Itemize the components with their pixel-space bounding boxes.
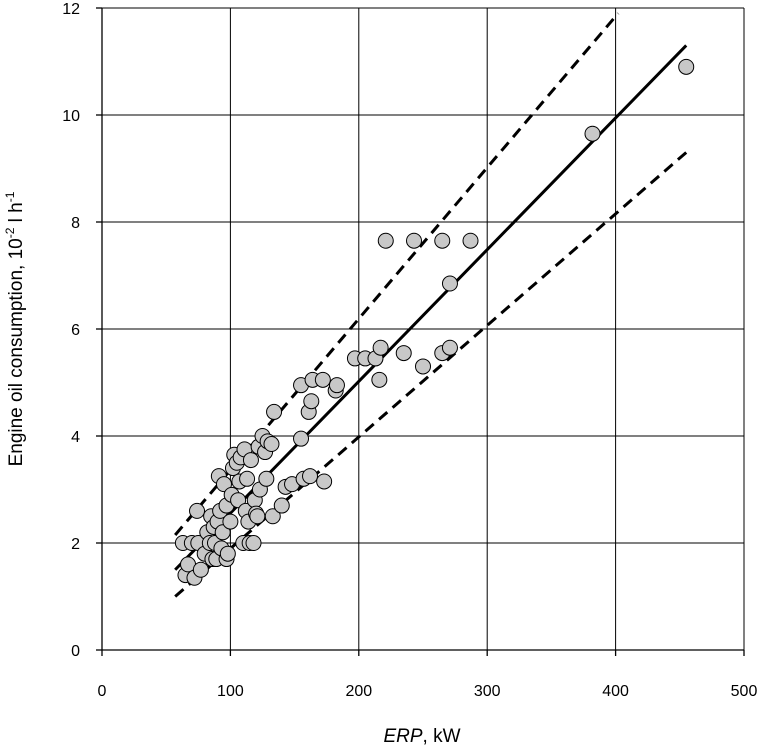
- y-axis-label-main: Engine oil consumption, 10: [6, 238, 27, 466]
- y-axis-label: Engine oil consumption, 10-2 l h-1: [3, 191, 27, 466]
- data-point: [263, 436, 280, 453]
- data-point: [441, 339, 458, 356]
- data-point: [219, 545, 236, 562]
- data-points: [174, 58, 695, 586]
- y-tick-label: 10: [62, 108, 80, 125]
- data-point: [316, 473, 333, 490]
- y-tick-label: 12: [62, 1, 80, 18]
- data-point: [264, 508, 281, 525]
- data-point: [303, 393, 320, 410]
- data-point: [222, 513, 239, 530]
- data-point: [258, 470, 275, 487]
- data-point: [273, 497, 290, 514]
- x-tick-label: 500: [731, 683, 758, 700]
- data-point: [328, 377, 345, 394]
- x-axis-label-italic: ERP: [383, 726, 422, 747]
- y-tick-label: 4: [71, 429, 80, 446]
- data-point: [462, 232, 479, 249]
- data-point: [371, 371, 388, 388]
- data-point: [245, 535, 262, 551]
- data-point: [406, 232, 423, 249]
- data-point: [372, 339, 389, 356]
- data-point: [192, 561, 209, 578]
- x-tick-label: 0: [98, 683, 107, 700]
- x-tick-label: 400: [602, 683, 629, 700]
- x-tick-label: 100: [217, 683, 244, 700]
- x-tick-label: 200: [345, 683, 372, 700]
- x-tick-label: 300: [474, 683, 501, 700]
- data-point: [249, 508, 266, 525]
- y-tick-label: 0: [71, 643, 80, 660]
- data-point: [441, 275, 458, 292]
- lower-band-line: [174, 151, 688, 598]
- data-point: [584, 125, 601, 142]
- data-point: [302, 468, 319, 485]
- y-axis-label-mid: l h: [6, 202, 27, 227]
- data-point: [239, 470, 256, 487]
- data-point: [266, 403, 283, 420]
- y-axis-label-sup1: -2: [3, 227, 17, 238]
- data-point: [293, 430, 310, 447]
- data-point: [314, 371, 331, 388]
- data-point: [434, 232, 451, 249]
- fit-line: [174, 44, 688, 571]
- data-point: [242, 452, 259, 469]
- x-axis-label: ERP, kW: [383, 726, 460, 747]
- tick-labels: 0 100 200 300 400 500 0 2 4 6 8 10 12: [62, 1, 757, 700]
- y-tick-label: 6: [71, 322, 80, 339]
- data-point: [395, 345, 412, 362]
- data-point: [189, 502, 206, 519]
- y-axis-label-sup2: -1: [3, 191, 17, 202]
- y-tick-label: 2: [71, 536, 80, 553]
- y-tick-label: 8: [71, 215, 80, 232]
- data-point: [678, 58, 695, 75]
- data-point: [415, 358, 431, 375]
- x-axis-label-unit: , kW: [423, 726, 461, 747]
- data-point: [377, 232, 394, 249]
- axes: [96, 7, 745, 656]
